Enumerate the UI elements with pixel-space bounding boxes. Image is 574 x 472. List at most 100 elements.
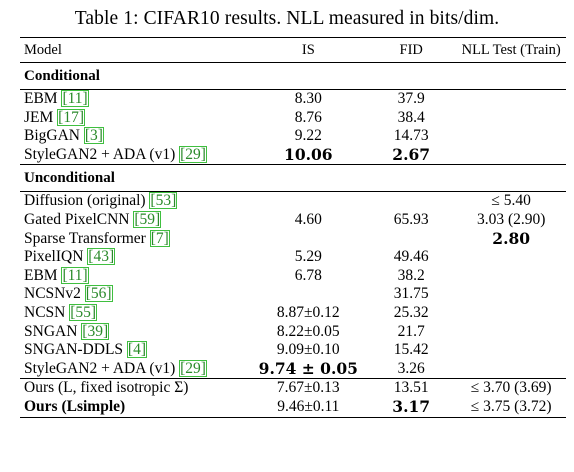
citation-link[interactable]: [7] bbox=[149, 229, 170, 247]
fid-cell: 38.4 bbox=[397, 108, 425, 126]
table-row: JEM [17] 8.76 38.4 bbox=[20, 108, 566, 128]
nll-cell bbox=[456, 341, 566, 360]
table-row: StyleGAN2 + ADA (v1) [29] 10.06 2.67 bbox=[20, 144, 566, 165]
table-row: EBM [11] 6.78 38.2 bbox=[20, 266, 566, 286]
model-cell: BigGAN [3] bbox=[20, 127, 251, 146]
is-cell-best: 9.74 ± 0.05 bbox=[258, 358, 358, 378]
is-cell-best: 10.06 bbox=[284, 144, 333, 164]
citation-link[interactable]: [17] bbox=[57, 108, 85, 126]
citation-link[interactable]: [4] bbox=[126, 341, 147, 359]
fid-cell: 13.51 bbox=[366, 378, 457, 398]
is-cell bbox=[251, 230, 366, 249]
citation-link[interactable]: [59] bbox=[133, 210, 162, 228]
is-cell bbox=[251, 285, 366, 304]
section-conditional: Conditional bbox=[20, 63, 566, 90]
model-name: NCSNv2 bbox=[24, 285, 81, 303]
header-model: Model bbox=[20, 37, 251, 63]
citation-link[interactable]: [3] bbox=[83, 127, 104, 145]
model-cell: NCSNv2 [56] bbox=[20, 285, 251, 304]
model-name: StyleGAN2 + ADA (v1) bbox=[24, 145, 176, 163]
header-is: IS bbox=[250, 37, 367, 63]
nll-cell bbox=[456, 127, 566, 146]
citation-link[interactable]: [55] bbox=[69, 303, 98, 321]
citation-link[interactable]: [29] bbox=[179, 145, 207, 163]
table-row: Gated PixelCNN [59] 4.60 65.93 3.03 (2.9… bbox=[20, 210, 566, 230]
fid-cell: 37.9 bbox=[366, 88, 457, 109]
nll-cell bbox=[456, 323, 566, 342]
model-cell: StyleGAN2 + ADA (v1) [29] bbox=[20, 145, 251, 165]
nll-cell: ≤ 5.40 bbox=[456, 191, 566, 211]
is-cell: 8.30 bbox=[250, 88, 367, 109]
table-row: PixelIQN [43] 5.29 49.46 bbox=[20, 248, 566, 267]
nll-cell bbox=[456, 109, 566, 128]
model-cell: NCSN [55] bbox=[20, 303, 251, 323]
table-row: StyleGAN2 + ADA (v1) [29] 9.74 ± 0.05 3.… bbox=[20, 358, 566, 379]
header-row: Model IS FID NLL Test (Train) bbox=[20, 37, 566, 63]
header-nll: NLL Test (Train) bbox=[456, 37, 566, 63]
model-cell: EBM [11] bbox=[20, 88, 251, 109]
is-cell bbox=[250, 191, 367, 211]
model-cell: StyleGAN2 + ADA (v1) [29] bbox=[20, 359, 251, 379]
table-row: NCSNv2 [56] 31.75 bbox=[20, 285, 566, 304]
section-title-conditional: Conditional bbox=[24, 68, 100, 84]
model-cell: Gated PixelCNN [59] bbox=[20, 210, 251, 230]
nll-cell: ≤ 3.70 (3.69) bbox=[456, 378, 566, 398]
is-cell: 5.29 bbox=[294, 248, 322, 266]
model-cell: Ours (L, fixed isotropic Σ) bbox=[20, 378, 251, 398]
nll-cell bbox=[456, 267, 566, 286]
model-name: EBM bbox=[24, 266, 58, 284]
model-name: JEM bbox=[24, 108, 54, 126]
model-cell: EBM [11] bbox=[20, 266, 251, 286]
model-name: NCSN bbox=[24, 303, 66, 321]
fid-cell: 15.42 bbox=[393, 341, 429, 359]
model-cell: SNGAN-DDLS [4] bbox=[20, 341, 251, 360]
citation-link[interactable]: [11] bbox=[61, 90, 89, 107]
nll-cell bbox=[456, 304, 566, 323]
fid-cell-best: 2.67 bbox=[392, 144, 431, 164]
fid-cell bbox=[366, 230, 456, 249]
model-name: BigGAN bbox=[24, 127, 80, 145]
citation-link[interactable]: [53] bbox=[149, 192, 178, 210]
table-row: Ours (L, fixed isotropic Σ) 7.67±0.13 13… bbox=[20, 378, 566, 398]
model-name: SNGAN bbox=[24, 322, 78, 340]
is-cell: 9.09±0.10 bbox=[276, 341, 340, 359]
nll-cell bbox=[456, 248, 566, 267]
is-cell: 7.67±0.13 bbox=[250, 378, 367, 398]
citation-link[interactable]: [29] bbox=[179, 359, 207, 377]
is-cell: 6.78 bbox=[294, 266, 322, 284]
citation-link[interactable]: [56] bbox=[84, 285, 113, 303]
citation-link[interactable]: [43] bbox=[87, 248, 116, 266]
table-row: EBM [11] 8.30 37.9 bbox=[20, 88, 566, 109]
citation-link[interactable]: [11] bbox=[61, 266, 89, 284]
is-cell: 8.76 bbox=[294, 108, 322, 126]
model-cell: Sparse Transformer [7] bbox=[20, 229, 251, 249]
is-cell: 8.22±0.05 bbox=[276, 322, 340, 340]
fid-cell: 38.2 bbox=[397, 266, 425, 284]
citation-link[interactable]: [39] bbox=[81, 322, 110, 340]
table-row: SNGAN-DDLS [4] 9.09±0.10 15.42 bbox=[20, 341, 566, 360]
model-name: EBM bbox=[24, 90, 58, 107]
section-title-unconditional: Unconditional bbox=[20, 164, 566, 192]
nll-cell bbox=[456, 360, 566, 379]
is-cell: 9.22 bbox=[294, 127, 322, 145]
model-name: Diffusion (original) bbox=[24, 192, 146, 210]
model-cell: PixelIQN [43] bbox=[20, 248, 251, 267]
model-cell: Diffusion (original) [53] bbox=[20, 191, 251, 211]
nll-cell bbox=[456, 146, 566, 165]
fid-cell: 49.46 bbox=[393, 248, 429, 266]
model-name: Sparse Transformer bbox=[24, 229, 146, 247]
table-row: Sparse Transformer [7] 2.80 bbox=[20, 228, 566, 249]
model-cell: JEM [17] bbox=[20, 108, 251, 128]
nll-cell bbox=[456, 88, 566, 109]
fid-cell: 65.93 bbox=[393, 210, 429, 228]
fid-cell: 21.7 bbox=[397, 322, 425, 340]
is-cell: 4.60 bbox=[294, 210, 322, 228]
model-cell: SNGAN [39] bbox=[20, 322, 251, 342]
fid-cell: 3.26 bbox=[397, 359, 425, 377]
fid-cell: 25.32 bbox=[393, 303, 429, 321]
model-name: Gated PixelCNN bbox=[24, 210, 130, 228]
nll-cell bbox=[456, 285, 566, 304]
nll-cell-best: 2.80 bbox=[492, 228, 531, 248]
fid-cell: 14.73 bbox=[393, 127, 429, 145]
is-cell: 8.87±0.12 bbox=[276, 303, 340, 321]
